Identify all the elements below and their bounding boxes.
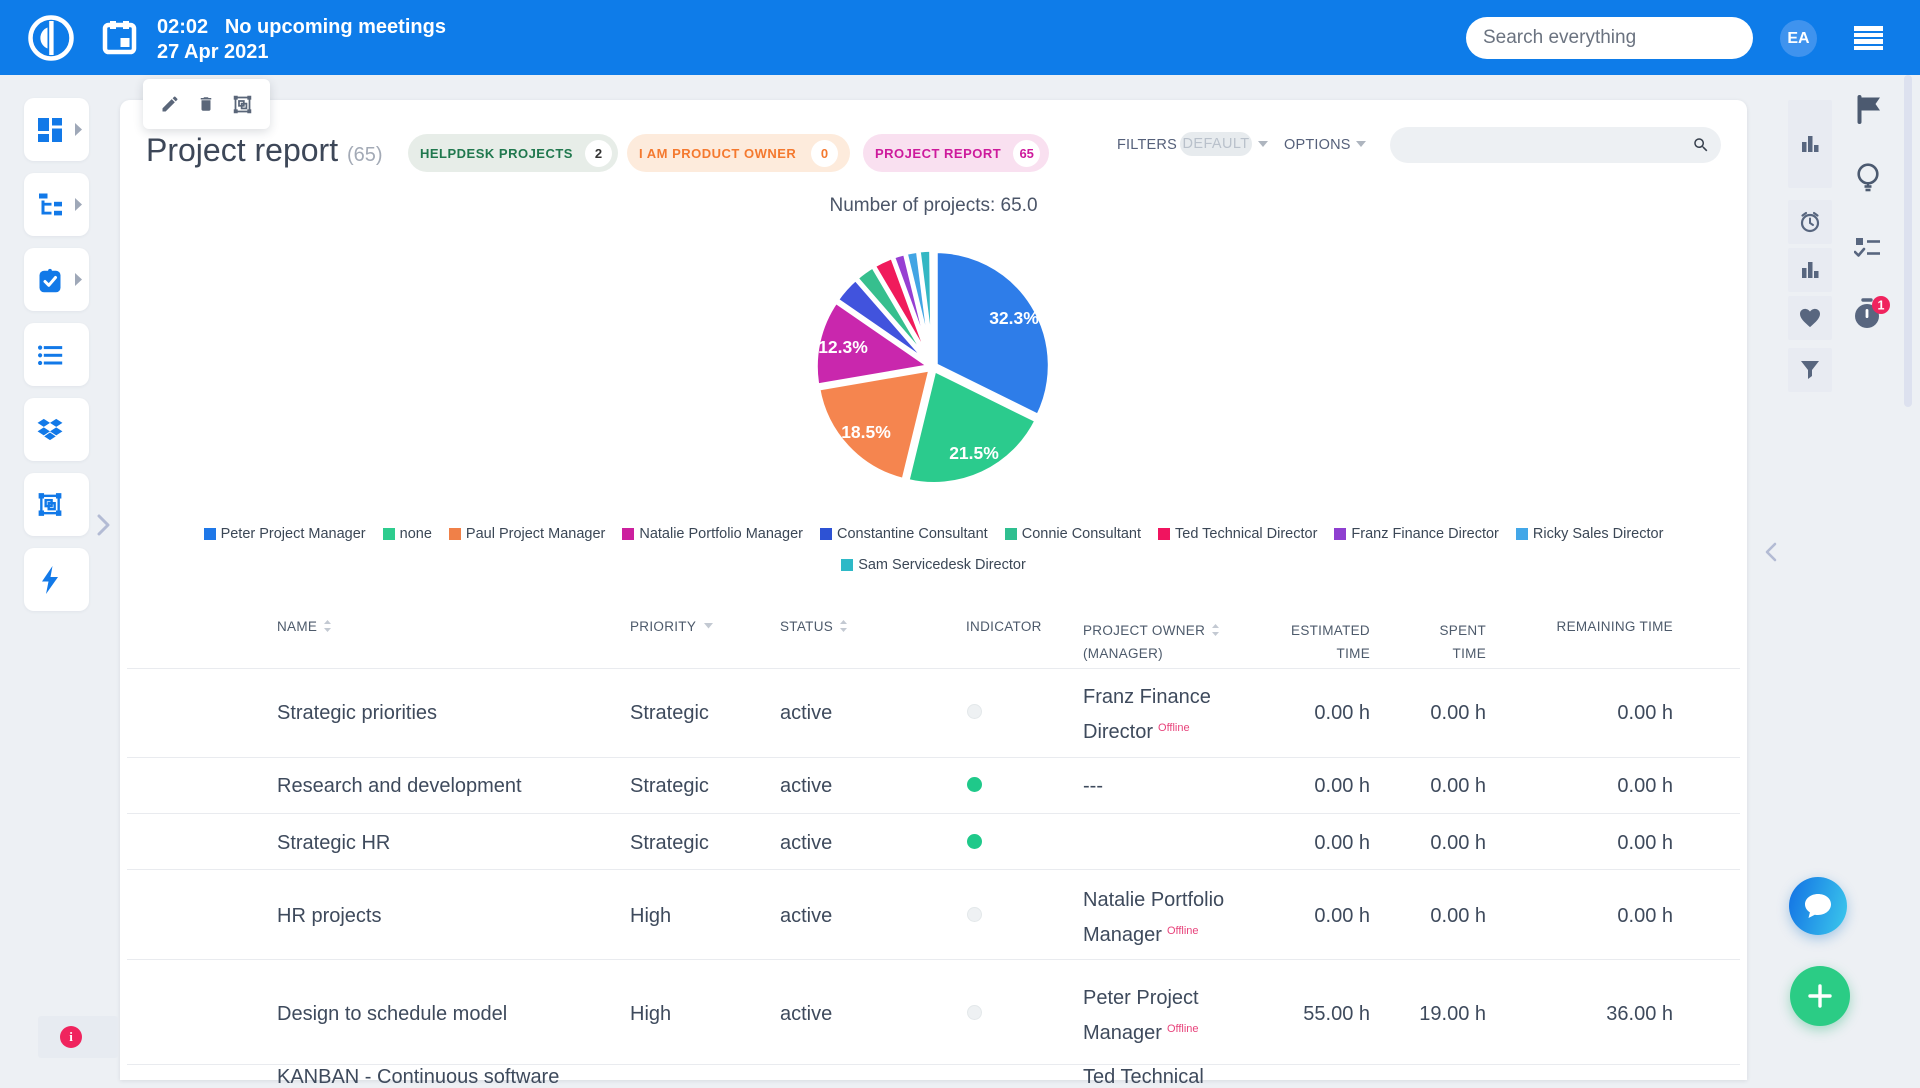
svg-text:12.3%: 12.3% bbox=[818, 337, 868, 357]
svg-text:32.3%: 32.3% bbox=[989, 308, 1039, 328]
svg-text:21.5%: 21.5% bbox=[949, 443, 999, 463]
svg-text:18.5%: 18.5% bbox=[841, 422, 891, 442]
svg-text:1: 1 bbox=[1878, 299, 1885, 313]
